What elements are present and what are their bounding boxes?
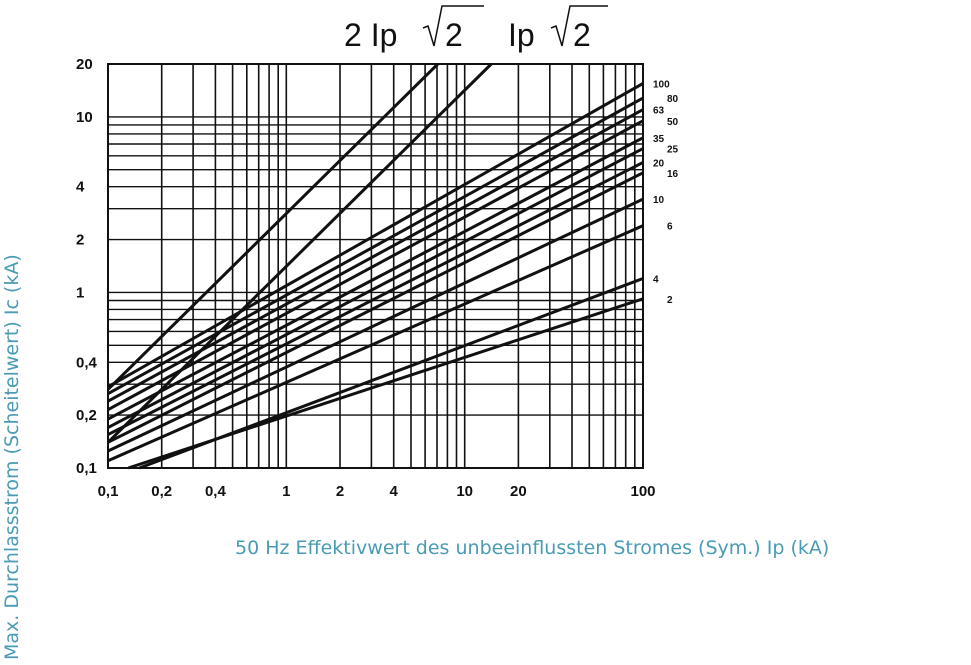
curve-label-100: 100 [653, 79, 670, 90]
curve-label-63: 63 [653, 106, 665, 117]
curve-label-20: 20 [653, 158, 665, 169]
x-tick-label: 0,1 [98, 483, 119, 500]
x-axis-title: 50 Hz Effektivwert des unbeeinflussten S… [235, 537, 829, 559]
curve-label-6: 6 [667, 222, 673, 233]
curve-label-4: 4 [653, 275, 659, 286]
x-tick-label: 4 [390, 483, 399, 500]
reference-lines [106, 62, 493, 444]
x-tick-labels: 0,1 0,2 0,4 1 2 4 10 20 100 [98, 483, 656, 500]
x-tick-label: 2 [336, 483, 344, 500]
series-line-6 [107, 224, 644, 463]
series-line-20 [107, 161, 644, 436]
curve-label-25: 25 [667, 145, 679, 156]
y-tick-label: 2 [76, 232, 84, 249]
series-line-100 [107, 82, 644, 389]
y-tick-label: 0,1 [76, 460, 97, 477]
y-tick-label: 10 [76, 109, 93, 126]
y-tick-label: 20 [76, 56, 93, 73]
y-tick-labels: 0,1 0,2 0,4 1 2 4 10 20 [76, 56, 98, 477]
header-formulas: 2 Ip 2 Ip 2 [344, 5, 608, 53]
formula-right-radicand: 2 [573, 17, 591, 53]
x-tick-label: 10 [456, 483, 473, 500]
series-line-63 [107, 108, 644, 403]
formula-left-radicand: 2 [445, 17, 463, 53]
series-line-80 [107, 96, 644, 396]
y-tick-label: 0,4 [76, 354, 98, 371]
reference-line-double [106, 62, 439, 391]
plot-frame [107, 63, 644, 469]
reference-line-single [106, 62, 493, 444]
formula-left-text: 2 Ip [344, 17, 397, 53]
curve-label-10: 10 [653, 195, 665, 206]
y-tick-label: 0,2 [76, 407, 97, 424]
y-tick-label: 4 [76, 179, 85, 196]
x-tick-label: 0,4 [205, 483, 227, 500]
series-line-2 [127, 297, 644, 470]
x-tick-label: 0,2 [151, 483, 172, 500]
curve-label-35: 35 [653, 134, 665, 145]
curve-label-16: 16 [667, 169, 679, 180]
y-axis-title: Max. Durchlassstrom (Scheitelwert) Ic (k… [1, 254, 23, 660]
series-line-50 [107, 119, 644, 411]
series-line-35 [107, 136, 644, 421]
curve-label-2: 2 [667, 295, 673, 306]
formula-right-radical [550, 5, 608, 47]
series-line-16 [107, 171, 644, 444]
curve-label-50: 50 [667, 117, 679, 128]
curve-label-80: 80 [667, 94, 679, 105]
formula-right-text: Ip [508, 17, 535, 53]
series-lines [107, 82, 644, 470]
series-line-10 [107, 197, 644, 453]
x-tick-label: 100 [630, 483, 655, 500]
x-tick-label: 20 [510, 483, 527, 500]
y-tick-label: 1 [76, 284, 84, 301]
formula-left-radical [422, 5, 484, 47]
x-tick-label: 1 [282, 483, 290, 500]
series-line-25 [107, 147, 644, 429]
